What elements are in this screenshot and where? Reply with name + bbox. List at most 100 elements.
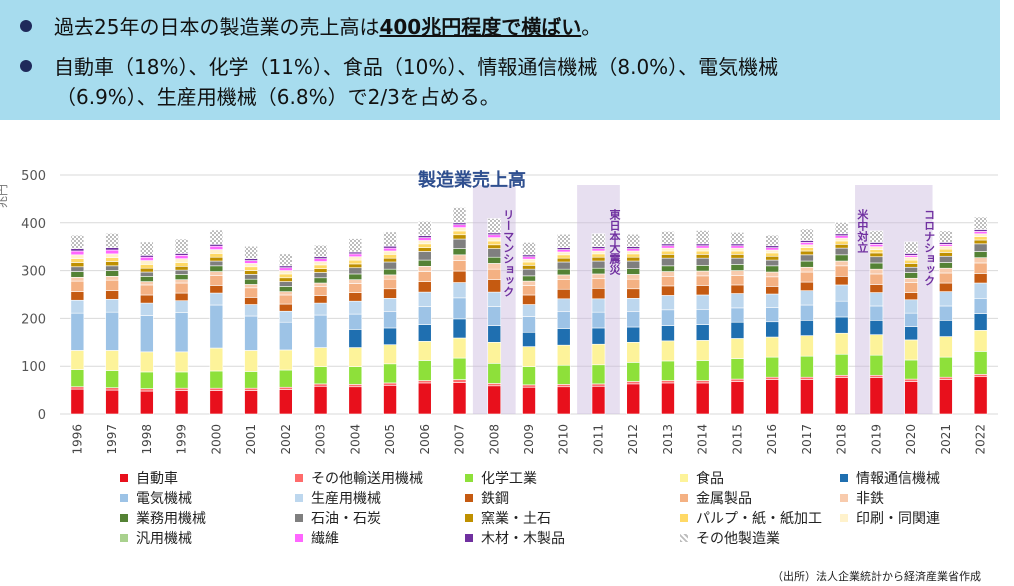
bar-segment <box>487 256 502 264</box>
bar-segment <box>556 384 571 388</box>
bar-segment <box>939 356 953 378</box>
bar-segment <box>869 284 884 293</box>
event-annotation: リーマンショック <box>502 209 515 297</box>
bar-segment <box>730 307 745 323</box>
bar-segment <box>383 382 397 386</box>
bar-segment <box>140 390 154 415</box>
bar-stack-1996 <box>70 234 85 415</box>
bar-segment <box>730 338 745 359</box>
event-band <box>855 185 933 414</box>
bar-segment <box>765 356 779 378</box>
chart-axis-ticks: 0 100 200 300 400 500 1996 1997 1998 1999 2000 2001… <box>21 169 987 455</box>
x-tick-label: 2009 <box>522 424 536 455</box>
bar-segment <box>140 371 154 389</box>
bar-segment <box>279 277 293 282</box>
bar-segment <box>800 320 814 336</box>
bar-segment <box>383 257 397 263</box>
bar-segment <box>140 315 154 353</box>
event-annotation: コロナショック <box>923 209 936 286</box>
bar-segment <box>348 292 363 302</box>
bar-stack-1998 <box>140 241 154 415</box>
bar-segment <box>730 381 745 415</box>
bar-segment <box>939 230 953 243</box>
bar-segment <box>452 207 467 224</box>
bar-segment <box>626 278 641 290</box>
bar-segment <box>695 257 710 266</box>
bar-segment <box>140 276 154 282</box>
bar-segment <box>522 316 536 333</box>
bar-segment <box>730 247 745 252</box>
bar-segment <box>174 279 189 284</box>
bar-segment <box>661 276 675 287</box>
bar-segment <box>174 258 189 263</box>
legend-label: 繊維 <box>311 531 339 547</box>
bullet1-text-post: 。 <box>581 15 602 39</box>
bar-segment <box>626 381 641 385</box>
bar-segment <box>973 233 988 237</box>
x-tick-label: 2017 <box>800 424 814 455</box>
bar-segment <box>591 253 606 258</box>
bar-segment <box>626 256 641 262</box>
bar-segment <box>661 325 675 342</box>
x-tick-label: 2012 <box>626 424 640 455</box>
bar-segment <box>383 288 397 299</box>
bar-stack-2010 <box>556 233 571 415</box>
bar-segment <box>939 320 953 337</box>
bar-segment <box>939 305 953 321</box>
legend-swatch <box>680 514 688 522</box>
bar-segment <box>105 311 119 351</box>
bar-segment <box>626 326 641 343</box>
bar-segment <box>487 218 502 234</box>
bar-segment <box>765 255 779 261</box>
bar-segment <box>904 259 918 264</box>
legend-label: その他輸送用機械 <box>311 471 423 487</box>
bar-segment <box>174 262 189 267</box>
bar-segment <box>834 300 849 318</box>
bar-segment <box>869 320 884 335</box>
bar-segment <box>765 293 779 308</box>
bar-segment <box>105 350 119 371</box>
bar-segment <box>279 267 293 271</box>
bar-segment <box>904 381 918 415</box>
bar-segment <box>348 263 363 269</box>
bar-segment <box>313 264 328 269</box>
bar-segment <box>279 303 293 312</box>
bar-segment <box>730 245 745 249</box>
bar-segment <box>730 254 745 259</box>
bar-segment <box>973 351 988 375</box>
bar-segment <box>556 364 571 385</box>
bar-segment <box>452 382 467 415</box>
bar-segment <box>695 324 710 341</box>
bar-segment <box>348 259 363 265</box>
x-tick-label: 2018 <box>835 424 849 455</box>
bar-segment <box>591 260 606 269</box>
bar-segment <box>452 224 467 228</box>
bar-segment <box>348 386 363 415</box>
bar-segment <box>105 265 119 271</box>
bar-segment <box>522 275 536 282</box>
bar-segment <box>348 384 363 388</box>
legend-swatch <box>465 534 473 542</box>
bar-segment <box>869 246 884 250</box>
bar-segment <box>105 249 119 255</box>
bar-segment <box>348 329 363 348</box>
bar-segment <box>556 298 571 313</box>
bar-segment <box>626 362 641 382</box>
summary-bullet-2: 自動車（18%）、化学（11%）、食品（10%）、情報通信機械（8.0%）、電気… <box>20 52 980 112</box>
bar-segment <box>904 378 918 382</box>
bar-stack-2015 <box>730 232 745 415</box>
x-tick-label: 1998 <box>140 424 154 455</box>
chart-bars <box>70 207 988 415</box>
bar-segment <box>661 250 675 255</box>
legend-label: 汎用機械 <box>136 531 192 547</box>
bar-segment <box>244 278 258 285</box>
legend-item: その他輸送用機械 <box>295 468 423 488</box>
bar-segment <box>487 240 502 246</box>
bar-segment <box>695 250 710 255</box>
bar-stack-2006 <box>417 221 432 415</box>
bar-segment <box>140 281 154 286</box>
bar-stack-2001 <box>244 245 258 415</box>
bar-segment <box>70 386 85 390</box>
bar-stack-1997 <box>105 233 119 415</box>
bar-segment <box>209 265 224 272</box>
